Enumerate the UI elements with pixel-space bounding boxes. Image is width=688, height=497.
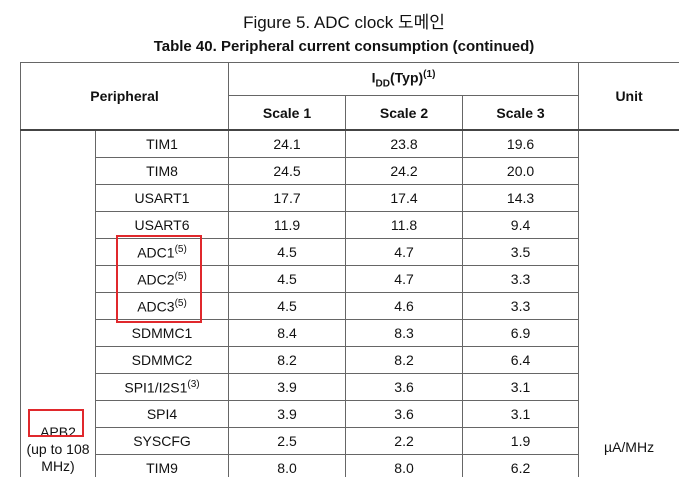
value-cell: 3.6	[345, 373, 464, 401]
value-cell: 3.9	[228, 400, 347, 428]
highlight-box	[116, 235, 202, 323]
value-cell: 4.5	[228, 292, 347, 320]
footnote: (5)	[174, 297, 187, 309]
value-cell: 24.1	[228, 129, 347, 158]
name-cell: SYSCFG	[94, 427, 230, 455]
peripheral-name: ADC1	[137, 244, 175, 261]
value-cell: 20.0	[462, 157, 580, 185]
footnote: (5)	[174, 270, 187, 282]
peripheral-name: SDMMC1	[131, 325, 193, 341]
peripheral-name: SPI1/I2S1	[124, 379, 188, 396]
peripheral-name: SPI4	[146, 406, 178, 422]
header-cell: Scale 3	[462, 95, 580, 131]
header-cell: Peripheral	[20, 62, 230, 131]
idd-sub: DD	[375, 78, 390, 90]
table-row: SPI1/I2S1(3) 3.9 3.6 3.1	[21, 373, 680, 401]
value-cell: 4.5	[228, 238, 347, 266]
peripheral-name: SYSCFG	[133, 433, 191, 449]
value-cell: 2.5	[228, 427, 347, 455]
header-cell: IDD(Typ)(1)	[228, 62, 580, 96]
table-viewport: Peripheral IDD(Typ)(1) Unit Scale 1 Scale…	[20, 62, 679, 477]
footnote: (1)	[423, 68, 436, 80]
header-cell: Scale 2	[345, 95, 464, 131]
value-cell: 2.2	[345, 427, 464, 455]
header-row: Peripheral IDD(Typ)(1) Unit	[20, 62, 679, 131]
table-row: APB2 (up to 108 MHz) TIM1 24.1 23.8 19.6 µA/MH…	[20, 129, 679, 477]
value-cell: 8.4	[228, 319, 347, 347]
value-cell: 3.3	[462, 292, 580, 320]
peripheral-name: SDMMC2	[131, 352, 193, 368]
value-cell: 11.9	[228, 211, 347, 239]
peripheral-name: ADC3	[137, 298, 175, 315]
value-cell: 24.2	[345, 157, 464, 185]
unit-cell: µA/MHz	[578, 129, 679, 477]
header-row: Scale 1 Scale 2 Scale 3	[21, 95, 680, 131]
header-cell: Unit	[578, 62, 679, 131]
peripheral-name: TIM9	[146, 460, 178, 476]
value-cell: 23.8	[345, 129, 464, 158]
table-row: SDMMC1 8.4 8.3 6.9	[21, 319, 680, 347]
table-row: SDMMC2 8.2 8.2 6.4	[21, 346, 680, 374]
highlight-box	[28, 409, 84, 437]
name-cell: SPI1/I2S1(3)	[94, 373, 230, 401]
name-cell: TIM9	[94, 454, 230, 477]
value-cell: 3.1	[462, 373, 580, 401]
table-row: USART6 11.9 11.8 9.4	[21, 211, 680, 239]
value-cell: 4.7	[345, 265, 464, 293]
value-cell: 3.9	[228, 373, 347, 401]
figure-caption: Figure 5. ADC clock 도메인	[243, 13, 445, 32]
value-cell: 19.6	[462, 129, 580, 158]
value-cell: 6.4	[462, 346, 580, 374]
name-cell: SPI4	[94, 400, 230, 428]
value-cell: 3.5	[462, 238, 580, 266]
peripheral-name: TIM8	[146, 163, 178, 179]
value-cell: 6.9	[462, 319, 580, 347]
value-cell: 17.4	[345, 184, 464, 212]
name-cell: TIM1	[94, 129, 230, 158]
value-cell: 3.3	[462, 265, 580, 293]
value-cell: 3.6	[345, 400, 464, 428]
value-cell: 9.4	[462, 211, 580, 239]
value-cell: 11.8	[345, 211, 464, 239]
peripheral-name: USART1	[134, 190, 190, 206]
value-cell: 4.7	[345, 238, 464, 266]
name-cell: SDMMC1	[94, 319, 230, 347]
value-cell: 4.5	[228, 265, 347, 293]
idd: I	[371, 69, 376, 86]
value-cell: 17.7	[228, 184, 347, 212]
value-cell: 14.3	[462, 184, 580, 212]
value-cell: 8.0	[228, 454, 347, 477]
value-cell: 8.3	[345, 319, 464, 347]
table-row: TIM8 24.5 24.2 20.0	[21, 157, 680, 185]
name-cell: TIM8	[94, 157, 230, 185]
footnote: (3)	[187, 378, 200, 390]
header-cell: Scale 1	[228, 95, 347, 131]
table-row: TIM9 8.0 8.0 6.2	[21, 454, 680, 477]
idd-rest: (Typ)	[389, 69, 424, 86]
group-note: (up to 108 MHz)	[26, 441, 90, 474]
peripheral-name: ADC2	[137, 271, 175, 288]
value-cell: 8.2	[345, 346, 464, 374]
name-cell: SDMMC2	[94, 346, 230, 374]
value-cell: 24.5	[228, 157, 347, 185]
table: Peripheral IDD(Typ)(1) Unit Scale 1 Scale…	[20, 62, 679, 477]
footnote: (5)	[174, 243, 187, 255]
table-title: Table 40. Peripheral current consumption…	[153, 38, 535, 55]
value-cell: 8.2	[228, 346, 347, 374]
table-row: SPI4 3.9 3.6 3.1	[21, 400, 680, 428]
table-row: USART1 17.7 17.4 14.3	[21, 184, 680, 212]
value-cell: 4.6	[345, 292, 464, 320]
name-cell: USART1	[94, 184, 230, 212]
value-cell: 6.2	[462, 454, 580, 477]
name-cell: USART6	[94, 211, 230, 239]
value-cell: 1.9	[462, 427, 580, 455]
table-row: ADC3(5) 4.5 4.6 3.3	[21, 292, 680, 320]
value-cell: 8.0	[345, 454, 464, 477]
peripheral-name: USART6	[134, 217, 190, 233]
value-cell: 3.1	[462, 400, 580, 428]
table-row: SYSCFG 2.5 2.2 1.9	[21, 427, 680, 455]
peripheral-name: TIM1	[146, 136, 178, 152]
